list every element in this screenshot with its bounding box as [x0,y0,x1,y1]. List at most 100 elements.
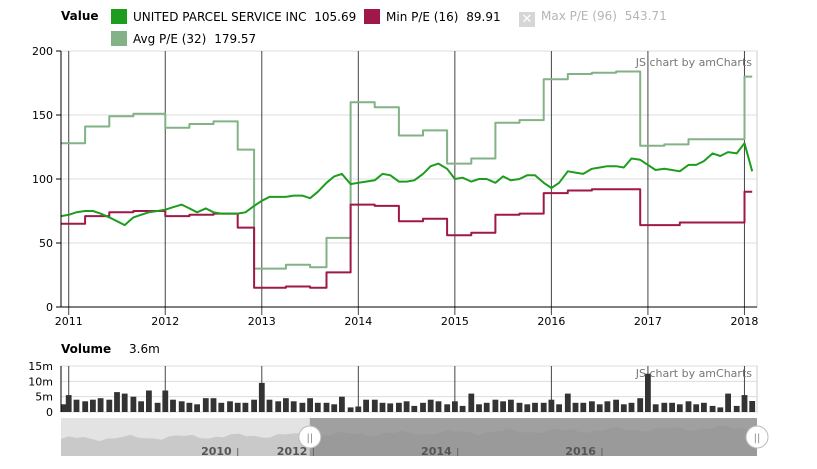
volume-bar[interactable] [73,399,80,412]
volume-bar[interactable] [371,399,378,412]
volume-bar[interactable] [693,404,700,412]
volume-bar[interactable] [396,402,402,412]
volume-bar[interactable] [645,373,651,412]
series-line-min-p-e-16[interactable] [61,188,753,289]
amcharts-credit[interactable]: JS chart by amCharts [635,56,752,69]
volume-bar[interactable] [106,399,113,412]
volume-bar[interactable] [508,399,514,412]
volume-bar[interactable] [411,405,418,412]
volume-bar[interactable] [452,401,458,412]
volume-bar[interactable] [516,402,523,412]
series-line-avg-p-e-32[interactable] [61,70,753,270]
volume-bar[interactable] [307,398,313,412]
volume-bar[interactable] [483,402,490,412]
volume-bar[interactable] [725,393,731,412]
volume-bar[interactable] [669,402,675,412]
volume-bar[interactable] [130,396,137,412]
volume-bar[interactable] [661,402,668,412]
volume-bar[interactable] [564,393,571,412]
navigator-left-handle[interactable]: || [298,425,322,449]
volume-bars[interactable] [61,373,756,413]
volume-bar[interactable] [676,404,683,412]
volume-bar[interactable] [459,405,466,412]
legend-item-max-pe[interactable]: ✕ Max P/E (96) 543.71 [519,9,667,27]
volume-bar[interactable] [709,405,716,412]
volume-bar[interactable] [717,407,724,412]
volume-bar[interactable] [500,401,506,412]
volume-bar[interactable] [379,402,386,412]
legend-item-min-pe[interactable]: Min P/E (16) 89.91 [364,9,501,24]
handle-knob[interactable] [298,425,322,449]
volume-bar[interactable] [65,395,72,412]
volume-bar[interactable] [556,404,562,412]
volume-bar[interactable] [355,406,362,413]
volume-bar[interactable] [580,402,587,412]
main-plot-lines[interactable] [60,70,754,289]
volume-bar[interactable] [234,402,241,412]
volume-bar[interactable] [532,402,538,412]
volume-bar[interactable] [218,402,225,412]
volume-bar[interactable] [90,399,96,412]
volume-bar[interactable] [146,390,152,413]
legend-item-avg-pe[interactable]: Avg P/E (32) 179.57 [111,31,256,46]
volume-bar[interactable] [548,399,555,412]
volume-bar[interactable] [749,401,756,412]
volume-bar[interactable] [194,404,200,412]
volume-bar[interactable] [589,401,595,412]
volume-bar[interactable] [154,402,161,412]
scrollbar-navigator[interactable]: 2010 2012 2014 2016 || || [61,418,769,458]
volume-bar[interactable] [227,401,233,412]
volume-bar[interactable] [283,398,289,412]
volume-bar[interactable] [331,404,338,412]
volume-bar[interactable] [604,401,611,412]
volume-bar[interactable] [685,401,692,412]
volume-bar[interactable] [162,390,169,413]
volume-bar[interactable] [637,398,644,412]
handle-knob[interactable] [745,425,769,449]
volume-bar[interactable] [202,398,209,412]
volume-bar[interactable] [701,402,707,412]
volume-bar[interactable] [620,404,627,412]
volume-bar[interactable] [468,393,475,412]
volume-bar[interactable] [444,404,451,412]
volume-bar[interactable] [733,405,740,412]
volume-bar[interactable] [347,407,354,412]
volume-bar[interactable] [314,402,321,412]
volume-bar[interactable] [427,399,434,412]
volume-bar[interactable] [403,401,410,412]
volume-bar[interactable] [138,401,144,412]
volume-bar[interactable] [492,399,499,412]
volume-bar[interactable] [275,401,282,412]
series-line-united-parcel-service-inc[interactable] [60,142,754,227]
amcharts-credit-volume[interactable]: JS chart by amCharts [635,367,752,380]
volume-bar[interactable] [387,403,394,412]
volume-bar[interactable] [435,401,442,412]
legend-item-ups[interactable]: UNITED PARCEL SERVICE INC 105.69 [111,9,356,24]
volume-bar[interactable] [540,402,547,412]
navigator-selection[interactable] [309,418,757,456]
volume-bar[interactable] [121,393,128,412]
volume-bar[interactable] [97,398,104,412]
volume-bar[interactable] [420,402,426,412]
volume-bar[interactable] [572,402,579,412]
volume-bar[interactable] [170,399,176,412]
volume-bar[interactable] [178,401,185,412]
volume-bar[interactable] [596,404,603,412]
volume-bar[interactable] [258,382,265,412]
volume-bar[interactable] [266,399,273,412]
volume-bar[interactable] [82,401,89,412]
volume-bar[interactable] [290,401,297,412]
volume-bar[interactable] [251,399,257,412]
volume-bar[interactable] [363,399,369,412]
volume-bar[interactable] [114,392,120,412]
volume-bar[interactable] [242,402,249,412]
volume-bar[interactable] [741,395,748,412]
navigator-right-handle[interactable]: || [745,425,769,449]
volume-bar[interactable] [186,402,193,412]
volume-bar[interactable] [613,399,619,412]
volume-bar[interactable] [476,404,482,412]
volume-bar[interactable] [652,404,659,412]
volume-bar[interactable] [299,402,306,412]
volume-bar[interactable] [628,402,635,412]
volume-bar[interactable] [524,404,531,412]
